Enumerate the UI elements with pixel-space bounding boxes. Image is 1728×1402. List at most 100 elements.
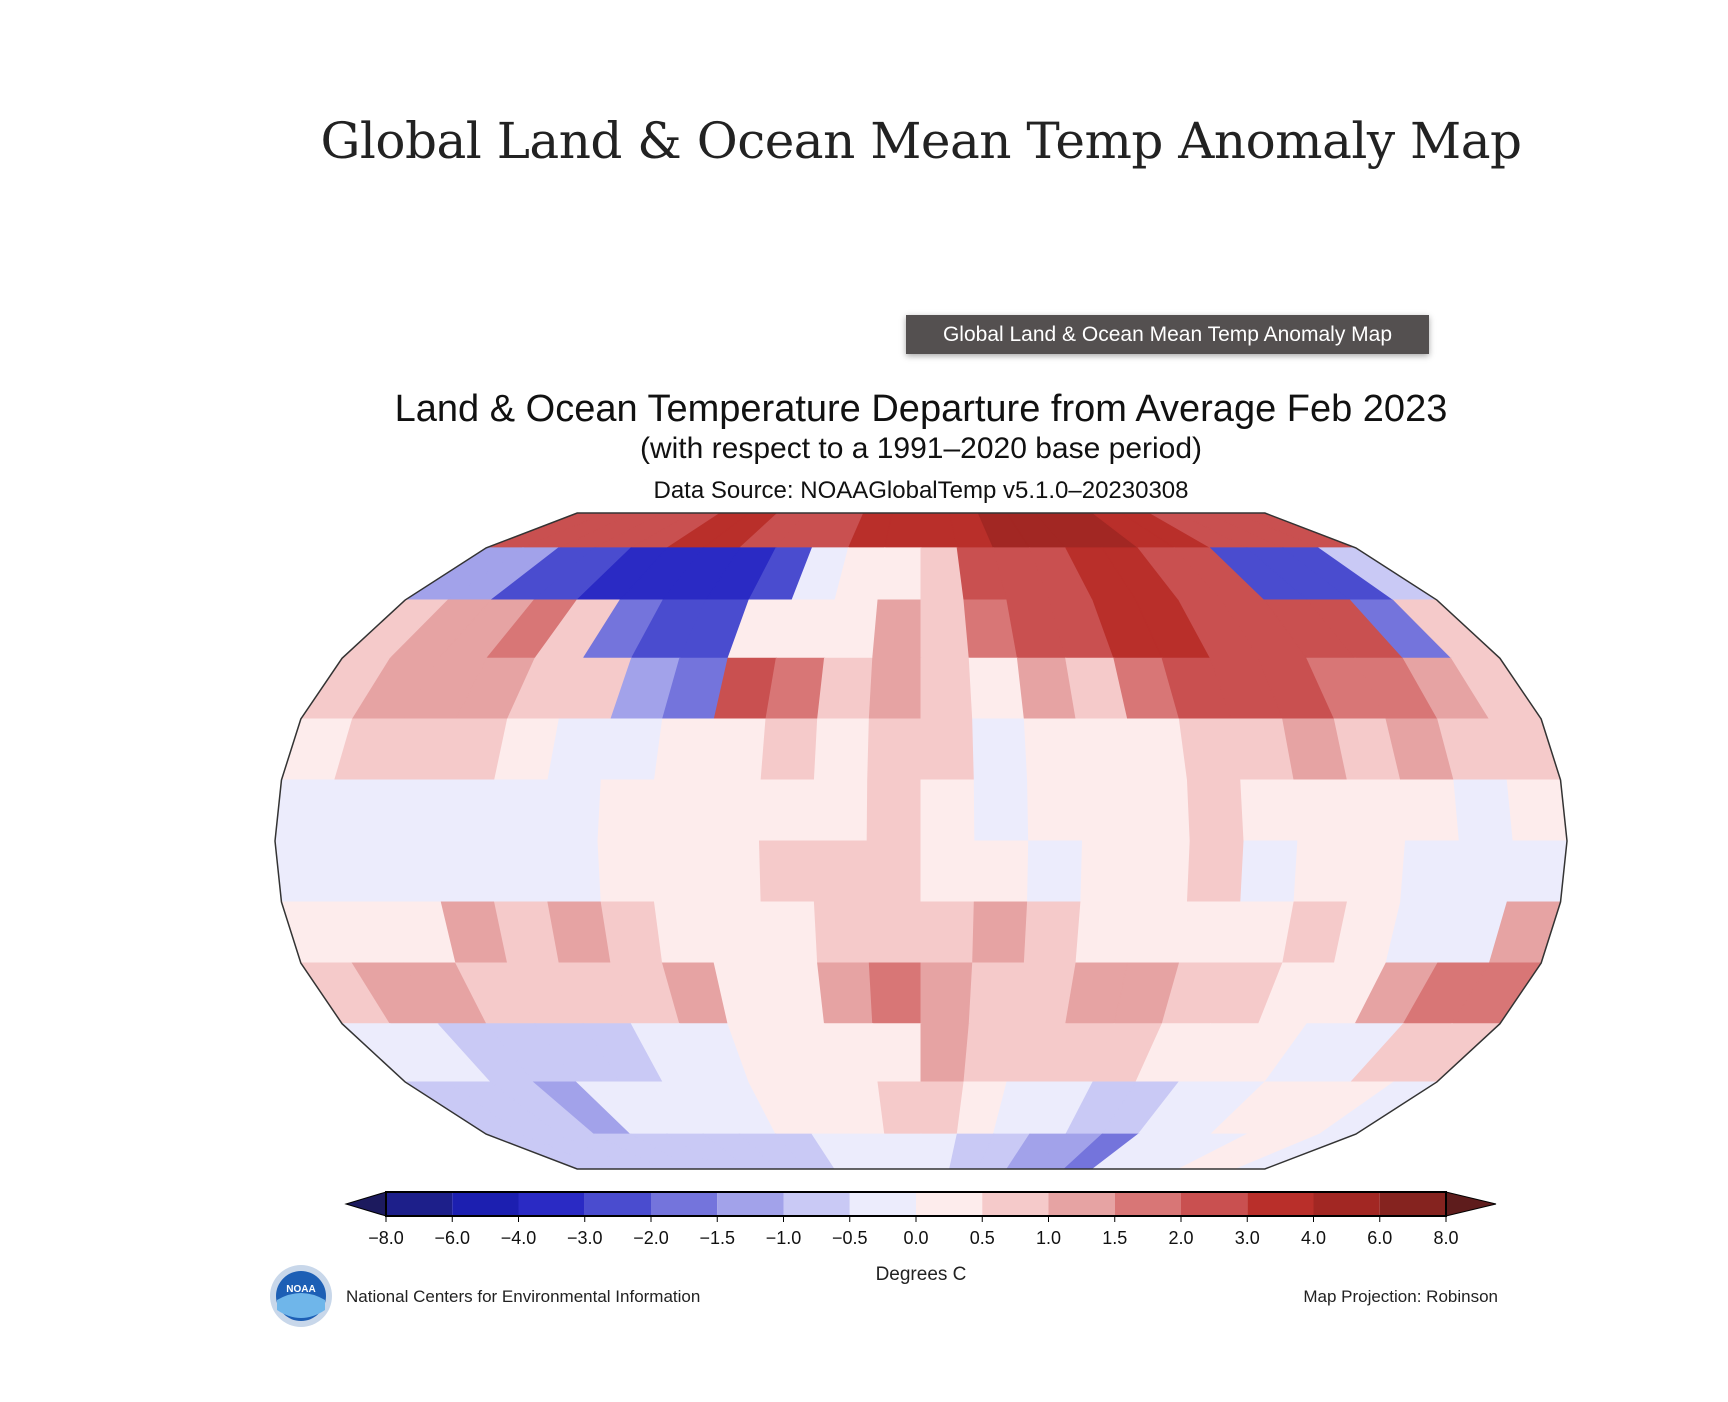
map-grid-cell [597, 840, 656, 903]
map-title: Land & Ocean Temperature Departure from … [394, 388, 1448, 430]
colorbar-swatch [1181, 1192, 1248, 1216]
map-grid-cell [1023, 901, 1082, 964]
map-grid-cell [812, 840, 869, 903]
map-grid-cell [920, 547, 965, 601]
colorbar-swatch [651, 1192, 718, 1216]
map-grid-cell [1240, 779, 1299, 842]
colorbar-tick-label: 1.0 [1036, 1228, 1061, 1248]
map-grid-cell [973, 779, 1030, 842]
map-grid-cell [1023, 718, 1082, 781]
colorbar-tick-label: −8.0 [368, 1228, 404, 1248]
colorbar-tick-label: −3.0 [567, 1228, 603, 1248]
map-grid-cell [543, 840, 602, 903]
ncei-credit: National Centers for Environmental Infor… [346, 1287, 701, 1306]
colorbar-swatch [452, 1192, 519, 1216]
colorbar-tick-label: −1.0 [766, 1228, 802, 1248]
colorbar-label: Degrees C [875, 1264, 967, 1285]
map-grid-cell [1293, 840, 1353, 903]
map-grid-cell [600, 718, 664, 781]
map-grid-cell [1178, 718, 1242, 781]
map-subtitle: (with respect to a 1991–2020 base period… [639, 432, 1203, 465]
map-grid-cell [972, 901, 1029, 964]
map-grid-cell [653, 718, 715, 781]
colorbar-tick-label: −6.0 [434, 1228, 470, 1248]
map-grid-cell [1080, 779, 1137, 842]
map-grid-cell [1186, 779, 1245, 842]
map-grid-cell [968, 657, 1025, 720]
map-grid-cell [920, 1023, 970, 1083]
map-grid-cell [707, 718, 767, 781]
map-grid-cell [813, 718, 870, 781]
map-grid-cell [382, 840, 442, 903]
colorbar-tick-label: 2.0 [1168, 1228, 1193, 1248]
map-grid-cell [705, 840, 762, 903]
map-grid-cell [872, 1023, 922, 1083]
map-grid-cell [867, 718, 922, 781]
map-grid-cell [489, 779, 549, 842]
map-grid-cell [877, 547, 922, 601]
colorbar-swatch [386, 1192, 453, 1216]
colorbar-swatch [783, 1192, 850, 1216]
map-grid-cell [1453, 840, 1514, 903]
page-title: Global Land & Ocean Mean Temp Anomaly Ma… [320, 112, 1522, 170]
map-grid-cell [435, 779, 496, 842]
map-grid-cell [547, 901, 612, 964]
map-grid-cell [1133, 779, 1191, 842]
map-grid-cell [651, 779, 709, 842]
colorbar-tick-label: 6.0 [1367, 1228, 1392, 1248]
map-grid-cell [1186, 840, 1245, 903]
map-grid-cell [920, 718, 975, 781]
colorbar-swatch [584, 1192, 651, 1216]
map-grid-cell [758, 840, 815, 903]
map-grid-cell [877, 1081, 922, 1135]
colorbar-tick-label: −0.5 [832, 1228, 868, 1248]
colorbar-swatch [518, 1192, 585, 1216]
data-source: Data Source: NOAAGlobalTemp v5.1.0–20230… [653, 477, 1189, 504]
map-grid-cell [1293, 779, 1353, 842]
image-tooltip: Global Land & Ocean Mean Temp Anomaly Ma… [906, 315, 1429, 354]
map-grid-cell [765, 657, 826, 720]
map-grid-cell [920, 962, 974, 1025]
map-grid-cell [1027, 840, 1084, 903]
map-grid-cell [1127, 718, 1189, 781]
colorbar-tick-label: 3.0 [1235, 1228, 1260, 1248]
noaa-logo: NOAA [270, 1265, 332, 1327]
colorbar-swatch [916, 1192, 983, 1216]
map-grid-cell [547, 718, 612, 781]
map-grid-cell [1506, 779, 1568, 842]
colorbar-swatch [1247, 1192, 1314, 1216]
map-grid-cell [866, 840, 922, 903]
map-grid-cell [817, 657, 874, 720]
map-grid-cell [760, 901, 819, 964]
colorbar-tick-label: −2.0 [633, 1228, 669, 1248]
map-grid-cell [973, 840, 1030, 903]
colorbar: −8.0 −6.0 −4.0 −3.0 −2.0 −1.5 −1.0 −0.5 0.0 0.5 1.… [344, 1191, 1497, 1248]
map-grid-cell [760, 718, 819, 781]
colorbar-tick-label: 8.0 [1433, 1228, 1458, 1248]
map-grid-cell [274, 779, 336, 842]
map-grid-cell [813, 901, 870, 964]
map-grid-cell [1346, 779, 1407, 842]
map-grid-cell [1027, 779, 1084, 842]
colorbar-tick-label: 1.5 [1102, 1228, 1127, 1248]
map-grid-cell [1506, 840, 1568, 903]
map-grid-cell [653, 901, 715, 964]
map-grid-cell [920, 657, 974, 720]
map-grid-cell [872, 599, 922, 659]
colorbar-swatch [717, 1192, 784, 1216]
colorbar-swatch [849, 1192, 916, 1216]
colorbar-swatch [1114, 1192, 1181, 1216]
map-grid-cell [328, 840, 389, 903]
map-grid-cell [1400, 779, 1460, 842]
colorbar-swatch [1313, 1192, 1380, 1216]
map-grid-cell [1178, 901, 1242, 964]
colorbar-swatch [982, 1192, 1049, 1216]
map-grid-cell [868, 962, 922, 1025]
map-grid-cell [758, 779, 815, 842]
map-grid-cell [866, 779, 922, 842]
map-grid-cell [1346, 840, 1407, 903]
colorbar-tick-label: −4.0 [501, 1228, 537, 1248]
map-grid-cell [600, 901, 664, 964]
map-grid-cell [651, 840, 709, 903]
